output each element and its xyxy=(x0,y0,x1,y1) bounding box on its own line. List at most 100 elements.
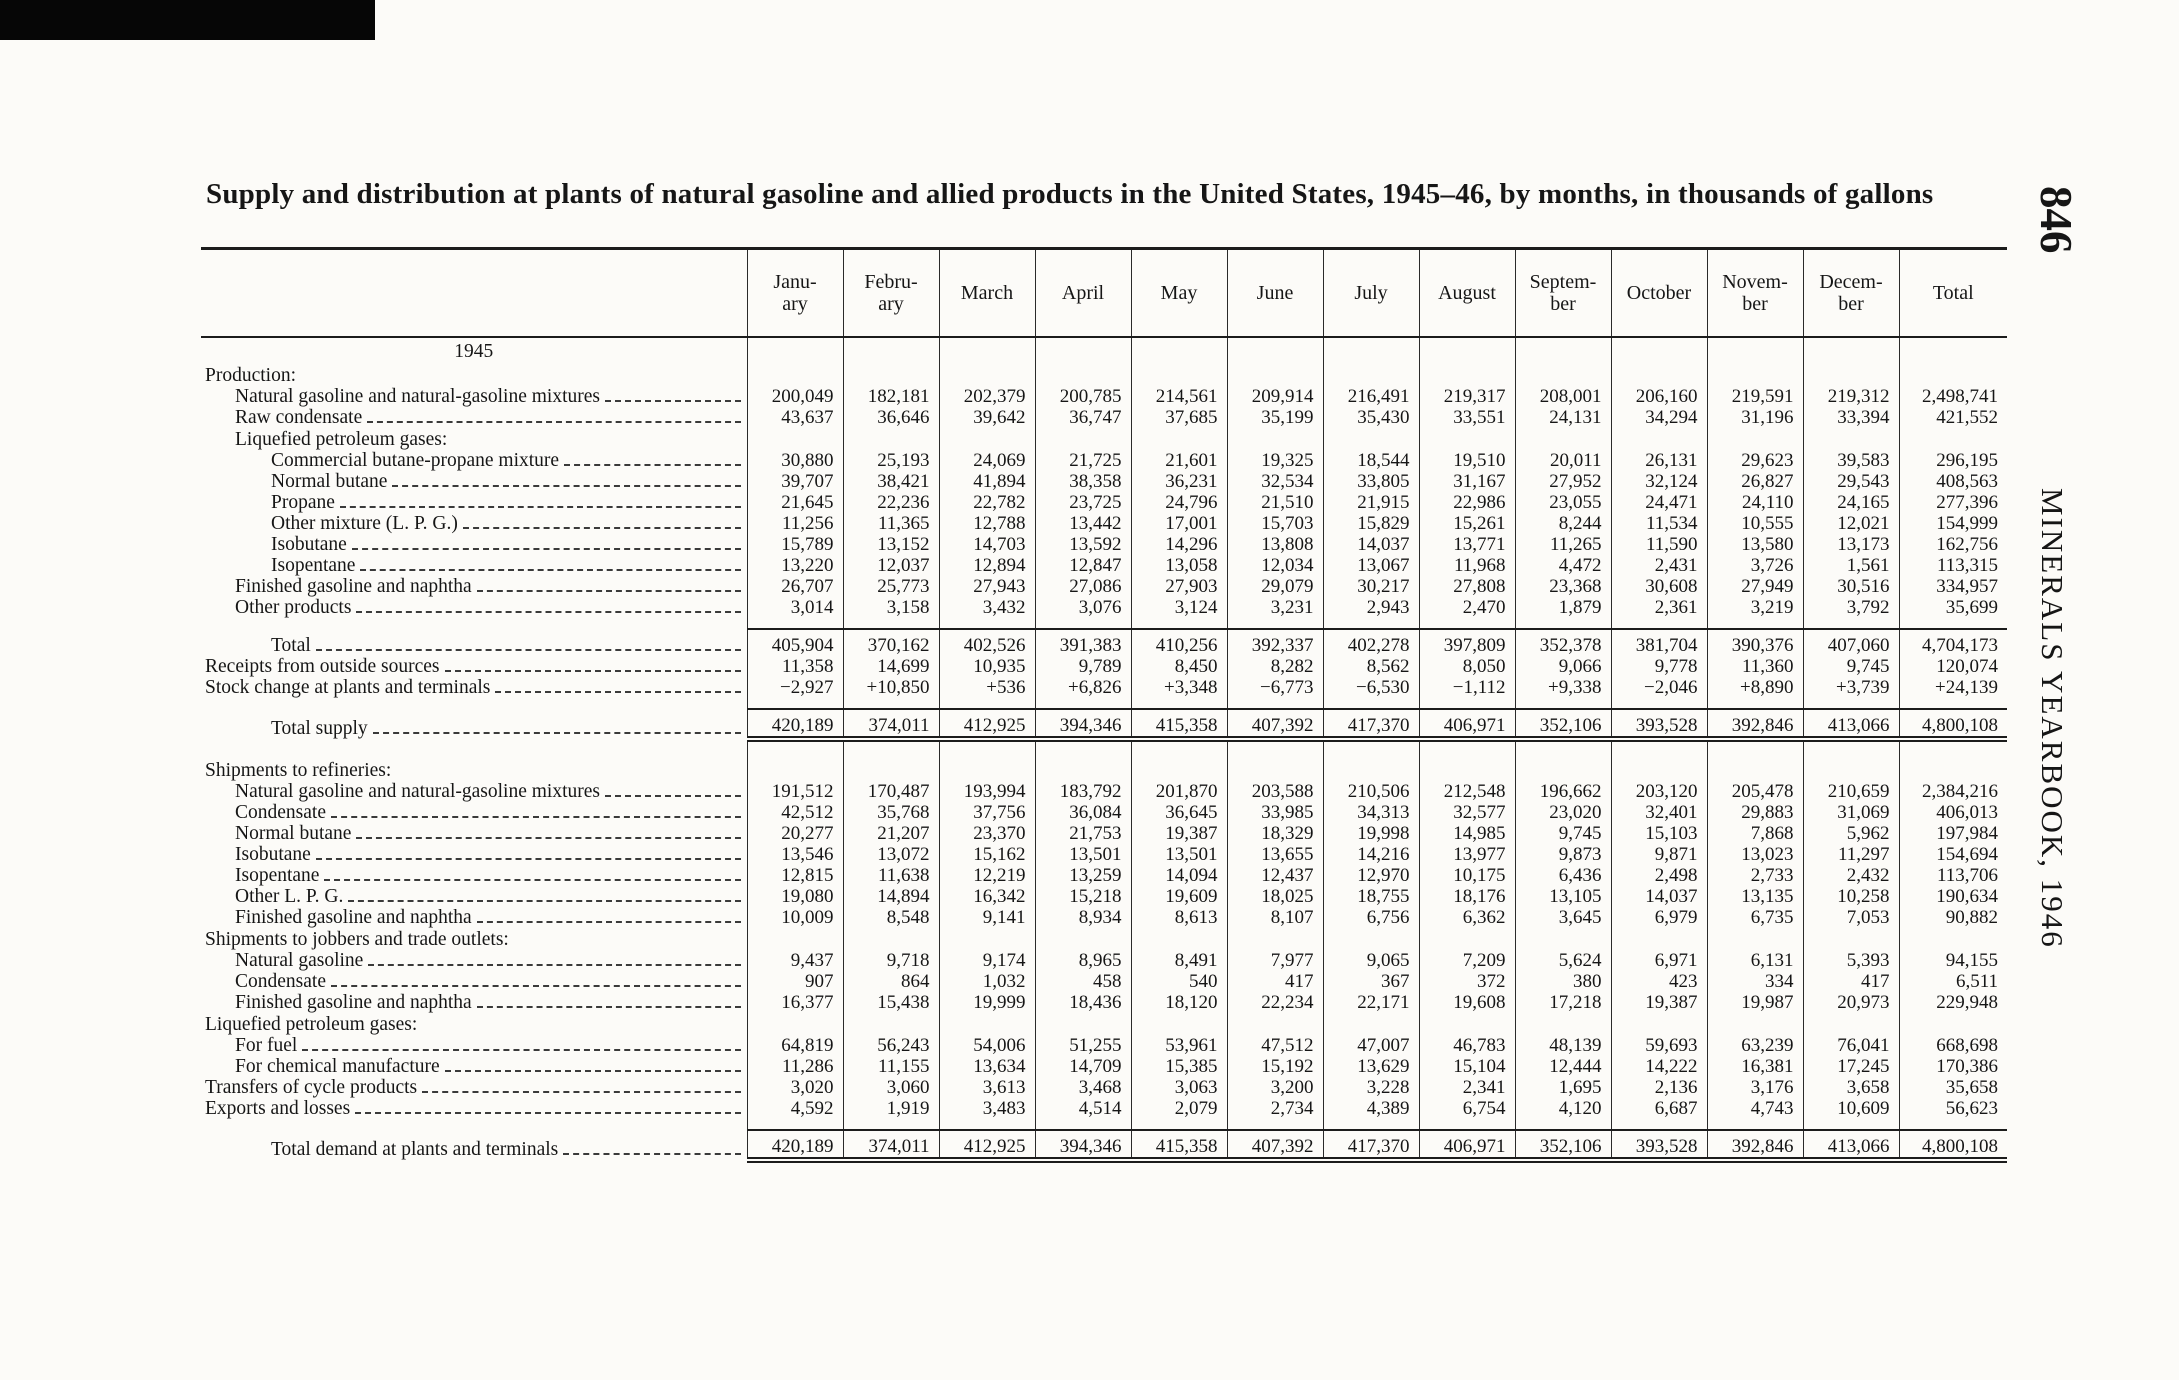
value-cell: 35,699 xyxy=(1898,597,2007,618)
table-row: Normal butane 20,277 21,207 23,370 21,753 19,… xyxy=(201,823,2007,844)
value-cell: 162,756 xyxy=(1898,534,2007,555)
value-cell: 38,358 xyxy=(1034,471,1131,492)
value-cell: 13,023 xyxy=(1706,844,1803,865)
value-cell: 7,053 xyxy=(1802,907,1899,928)
value-cell: 11,286 xyxy=(746,1056,843,1077)
leader-dashes xyxy=(302,1049,741,1051)
value-cell: 41,894 xyxy=(938,471,1035,492)
value-cell: 197,984 xyxy=(1898,823,2007,844)
value-cell: 21,601 xyxy=(1130,450,1227,471)
value-cell: 25,773 xyxy=(842,576,939,597)
value-cell: 6,971 xyxy=(1610,950,1707,971)
value-cell xyxy=(1322,928,1419,950)
value-cell xyxy=(746,739,843,759)
value-cell: 15,104 xyxy=(1418,1056,1515,1077)
value-cell xyxy=(1322,337,1419,364)
column-header: October xyxy=(1610,248,1707,338)
value-cell: 2,498 xyxy=(1610,865,1707,886)
value-cell: 14,709 xyxy=(1034,1056,1131,1077)
value-cell: 17,001 xyxy=(1130,513,1227,534)
value-cell: 36,747 xyxy=(1034,407,1131,428)
value-cell: 406,013 xyxy=(1898,802,2007,823)
value-cell: 90,882 xyxy=(1898,907,2007,928)
value-cell: 19,325 xyxy=(1226,450,1323,471)
value-cell: 206,160 xyxy=(1610,386,1707,407)
table-row: Natural gasoline and natural-gasoline mi… xyxy=(201,386,2007,407)
value-cell: 22,986 xyxy=(1418,492,1515,513)
value-cell: 12,894 xyxy=(938,555,1035,576)
value-cell: 1,032 xyxy=(938,971,1035,992)
value-cell: 668,698 xyxy=(1898,1035,2007,1056)
row-label: Total xyxy=(271,635,311,656)
value-cell: 4,472 xyxy=(1514,555,1611,576)
value-cell: 296,195 xyxy=(1898,450,2007,471)
value-cell: +8,890 xyxy=(1706,677,1803,698)
value-cell: 21,510 xyxy=(1226,492,1323,513)
value-cell: 8,491 xyxy=(1130,950,1227,971)
value-cell: 540 xyxy=(1130,971,1227,992)
row-label-cell: Isobutane xyxy=(201,844,747,865)
value-cell: 16,342 xyxy=(938,886,1035,907)
row-label-cell: Condensate xyxy=(201,802,747,823)
value-cell: 14,703 xyxy=(938,534,1035,555)
value-cell: 4,800,108 xyxy=(1898,708,2007,742)
value-cell: 4,743 xyxy=(1706,1098,1803,1119)
row-label: Production: xyxy=(205,365,296,386)
value-cell xyxy=(1514,337,1611,364)
value-cell xyxy=(1130,698,1227,709)
value-cell: 36,084 xyxy=(1034,802,1131,823)
value-cell: 11,360 xyxy=(1706,656,1803,677)
value-cell xyxy=(1034,928,1131,950)
value-cell: 15,438 xyxy=(842,992,939,1013)
supply-distribution-table: Janu- ary Febru- ary March April May June July… xyxy=(201,247,2007,1163)
value-cell: 15,703 xyxy=(1226,513,1323,534)
value-cell xyxy=(746,698,843,709)
leader-dashes xyxy=(564,464,741,466)
value-cell: 458 xyxy=(1034,971,1131,992)
row-label-cell xyxy=(201,698,747,709)
value-cell: 43,637 xyxy=(746,407,843,428)
value-cell: 370,162 xyxy=(842,628,939,656)
value-cell: 27,943 xyxy=(938,576,1035,597)
value-cell: 5,393 xyxy=(1802,950,1899,971)
leader-dashes xyxy=(315,649,741,651)
spacer-row xyxy=(201,739,2007,759)
value-cell: 37,685 xyxy=(1130,407,1227,428)
value-cell xyxy=(1802,618,1899,629)
value-cell: 19,998 xyxy=(1322,823,1419,844)
value-cell: 36,646 xyxy=(842,407,939,428)
row-label: For chemical manufacture xyxy=(235,1056,440,1077)
value-cell: 5,624 xyxy=(1514,950,1611,971)
value-cell xyxy=(842,1119,939,1130)
value-cell xyxy=(1514,364,1611,386)
table-row: Other mixture (L. P. G.) 11,256 11,365 12,7… xyxy=(201,513,2007,534)
leader-dashes xyxy=(604,795,741,797)
value-cell: 3,014 xyxy=(746,597,843,618)
value-cell: 24,471 xyxy=(1610,492,1707,513)
row-label-cell xyxy=(201,739,747,759)
value-cell xyxy=(842,1013,939,1035)
value-cell: 4,592 xyxy=(746,1098,843,1119)
row-label-cell: Other products xyxy=(201,597,747,618)
row-label-cell: Transfers of cycle products xyxy=(201,1077,747,1098)
value-cell xyxy=(1802,364,1899,386)
value-cell: 392,846 xyxy=(1706,1129,1803,1163)
column-header: May xyxy=(1130,248,1227,338)
row-label: Propane xyxy=(271,492,335,513)
section-row: Shipments to jobbers and trade outlets: xyxy=(201,928,2007,950)
value-cell: 2,734 xyxy=(1226,1098,1323,1119)
value-cell xyxy=(746,1119,843,1130)
value-cell xyxy=(1514,428,1611,450)
header-row: Janu- ary Febru- ary March April May June July… xyxy=(201,248,2007,338)
value-cell xyxy=(1130,759,1227,781)
value-cell xyxy=(842,698,939,709)
value-cell: 18,176 xyxy=(1418,886,1515,907)
row-label: Stock change at plants and terminals xyxy=(205,677,491,698)
value-cell: 11,297 xyxy=(1802,844,1899,865)
value-cell: 410,256 xyxy=(1130,628,1227,656)
value-cell: 9,174 xyxy=(938,950,1035,971)
section-row: Shipments to refineries: xyxy=(201,759,2007,781)
row-label-cell: Propane xyxy=(201,492,747,513)
value-cell: 421,552 xyxy=(1898,407,2007,428)
value-cell xyxy=(1610,364,1707,386)
